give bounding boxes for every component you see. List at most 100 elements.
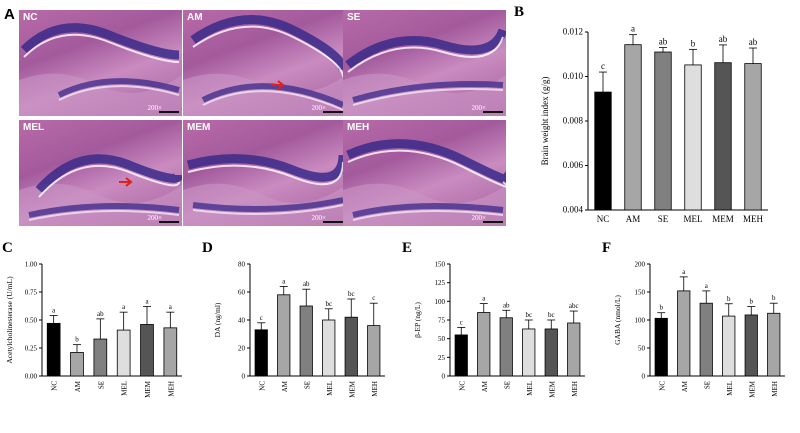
significance-letter: a	[631, 24, 635, 34]
significance-letter: b	[660, 304, 664, 312]
x-tick-label: NC	[658, 381, 666, 391]
significance-letter: b	[691, 38, 696, 48]
y-tick-label: 125	[435, 279, 446, 287]
panel-letter: E	[402, 240, 412, 256]
x-tick-label: AM	[281, 380, 289, 392]
micrograph-label: NC	[23, 12, 38, 23]
significance-letter: ab	[659, 37, 668, 47]
y-tick-label: 0.50	[25, 317, 38, 325]
significance-letter: b	[727, 295, 731, 303]
y-tick-label: 40	[238, 317, 246, 325]
x-tick-label: MEM	[548, 380, 556, 398]
significance-letter: a	[52, 307, 56, 315]
bar-mel	[684, 64, 702, 211]
x-tick-label: MEM	[348, 380, 356, 398]
magnification-label: 200×	[471, 214, 486, 222]
y-axis-label: GABA (nmol/L)	[613, 295, 622, 345]
x-tick-label: MEL	[726, 381, 734, 396]
y-tick-label: 150	[435, 261, 446, 269]
y-tick-label: 150	[635, 289, 646, 297]
chart-panel-b: B 0.004 0.006 0.008 0.010 0.012 Brain weight i…	[508, 0, 800, 225]
x-tick-label: SE	[97, 381, 105, 389]
micrograph-label: MEL	[23, 122, 45, 133]
significance-letter: bc	[525, 311, 532, 319]
y-tick-label: 0.00	[25, 373, 38, 381]
micrograph-label: AM	[187, 12, 203, 23]
x-tick-label: NC	[51, 381, 59, 391]
micrograph-meh: MEH 200×	[343, 120, 506, 226]
panel-letter: B	[514, 4, 524, 20]
bar-mel	[522, 328, 536, 377]
x-tick-label: MEL	[326, 381, 334, 396]
bar-meh	[367, 325, 381, 377]
significance-letter: b	[750, 298, 754, 306]
significance-letter: c	[372, 294, 375, 302]
bar-mem	[744, 314, 758, 377]
y-tick-label: 100	[435, 298, 446, 306]
significance-letter: c	[460, 318, 463, 326]
scale-bar	[323, 221, 343, 223]
y-axis-label: β-EP (ng/L)	[413, 302, 422, 338]
bar-nc	[594, 91, 612, 211]
y-tick-label: 200	[635, 261, 646, 269]
chart-svg: E 0 25 50 75 100 125 150 β-EP (ng/L) c NC a AM ab SE bc…	[402, 240, 585, 398]
micrograph-label: MEM	[187, 122, 211, 133]
bar-meh	[567, 322, 581, 377]
bar-se	[654, 51, 672, 211]
significance-letter: bc	[348, 290, 355, 298]
bar-mem	[544, 328, 558, 377]
significance-letter: a	[122, 303, 126, 311]
x-tick-label: AM	[481, 380, 489, 392]
x-tick-label: MEH	[371, 381, 379, 397]
bar-mem	[714, 62, 732, 211]
y-tick-label: 60	[238, 289, 246, 297]
x-tick-label: NC	[597, 214, 610, 224]
bar-meh	[163, 327, 178, 377]
chart-svg: C 0.00 0.25 0.50 0.75 1.00 Acetylcholinesteras…	[2, 240, 182, 398]
bar-am	[70, 352, 84, 377]
significance-letter: ab	[749, 37, 758, 47]
significance-letter: a	[169, 303, 173, 311]
panel-letter-a: A	[4, 6, 15, 23]
panel-letter: F	[602, 240, 611, 256]
tissue-image	[343, 28, 506, 116]
micrograph-am: AM 200×	[183, 10, 346, 116]
significance-letter: ab	[719, 34, 728, 44]
tissue-image	[183, 15, 346, 116]
y-tick-label: 0	[242, 373, 246, 381]
bar-se	[299, 305, 313, 377]
magnification-label: 200×	[147, 104, 162, 112]
bar-mel	[722, 315, 736, 377]
scale-bar	[483, 111, 503, 113]
y-tick-label: 0.008	[563, 116, 584, 126]
chart-panel-e: E 0 25 50 75 100 125 150 β-EP (ng/L) c NC a AM ab SE bc…	[400, 236, 600, 428]
bar-am	[277, 294, 291, 377]
micrograph-label: SE	[347, 12, 361, 23]
x-tick-label: SE	[303, 381, 311, 389]
scale-bar	[483, 221, 503, 223]
y-axis-label: Brain weight index (g/g)	[540, 77, 550, 166]
arrow-marker	[119, 177, 133, 187]
x-tick-label: MEM	[712, 214, 734, 224]
bar-nc	[254, 329, 268, 377]
bar-mem	[140, 324, 154, 377]
y-tick-label: 0	[642, 373, 646, 381]
magnification-label: 200×	[147, 214, 162, 222]
y-axis-label: Acetylcholinesterase (U/mL)	[5, 276, 14, 364]
significance-letter: ab	[97, 310, 104, 318]
y-tick-label: 1.00	[25, 261, 38, 269]
chart-svg: B 0.004 0.006 0.008 0.010 0.012 Brain weight i…	[514, 4, 768, 224]
significance-letter: b	[772, 294, 776, 302]
bar-mem	[344, 316, 358, 377]
bar-nc	[454, 334, 468, 377]
tissue-image	[19, 23, 182, 116]
significance-letter: bc	[548, 311, 555, 319]
x-tick-label: MEL	[121, 381, 129, 396]
y-tick-label: 50	[638, 345, 646, 353]
significance-letter: c	[601, 61, 605, 71]
bar-meh	[744, 63, 762, 211]
x-tick-label: NC	[458, 381, 466, 391]
chart-panel-d: D 0 20 40 60 80 DA (ng/ml) c NC a AM ab SE bc MEL bc MEM…	[200, 236, 400, 428]
significance-letter: a	[682, 268, 686, 276]
bar-mel	[116, 329, 131, 377]
